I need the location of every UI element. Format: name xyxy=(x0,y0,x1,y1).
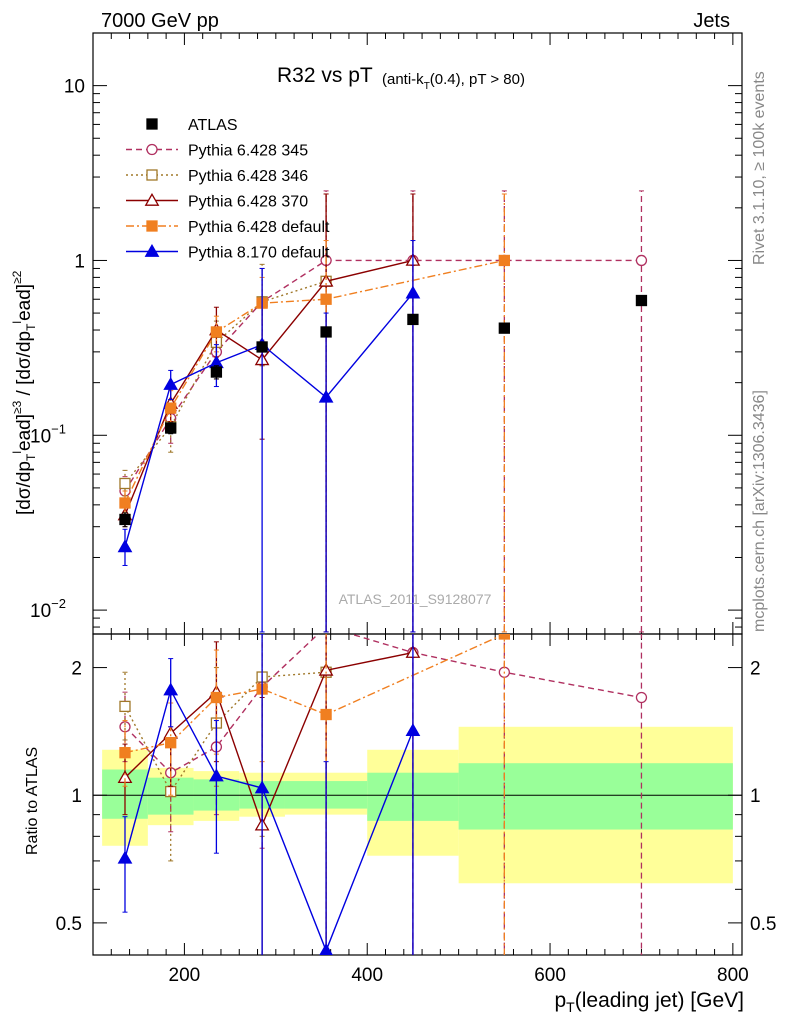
main-data-point xyxy=(119,477,131,490)
ratio-uncertainty-bands xyxy=(102,726,733,884)
legend-marker xyxy=(146,118,158,130)
main-data-point xyxy=(635,254,648,267)
ratio-series-line xyxy=(124,671,327,793)
y-tick-label-main: 10 xyxy=(64,77,85,98)
main-data-point xyxy=(165,422,177,434)
y-tick-label-ratio: 2 xyxy=(71,659,82,680)
header-left: 7000 GeV pp xyxy=(101,10,219,32)
legend-label: Pythia 8.170 default xyxy=(188,245,330,262)
y-tick-label-main: 10−1 xyxy=(30,421,66,447)
ratio-data-point xyxy=(119,747,131,759)
ratio-data-point xyxy=(165,737,177,749)
ratio-data-point xyxy=(318,662,334,676)
ratio-series-pythia-8-170-default xyxy=(117,634,421,955)
title-main: R32 vs pT xyxy=(277,64,373,87)
y-tick-label-ratio: 0.5 xyxy=(56,914,82,935)
legend-marker xyxy=(144,243,160,257)
main-data-point xyxy=(405,285,421,299)
main-series-atlas xyxy=(119,294,648,528)
ratio-plot-frame: 200 400 600 800 0.5 0.5 1 1 2 2 xyxy=(56,633,776,986)
ratio-data-point xyxy=(319,943,333,955)
x-tick-label: 400 xyxy=(351,965,383,986)
y-tick-label-main: 1 xyxy=(74,251,85,272)
ratio-data-point xyxy=(117,850,133,864)
ratio-data-point xyxy=(210,691,223,704)
main-data-point xyxy=(320,326,332,338)
legend-label: Pythia 6.428 345 xyxy=(188,143,308,160)
side-label-mcplots: mcplots.cern.ch [arXiv:1306.3436] xyxy=(751,390,768,632)
stat-uncertainty-band xyxy=(458,763,733,830)
main-data-point xyxy=(210,326,223,338)
legend-label: Pythia 6.428 default xyxy=(188,219,330,236)
main-data-point xyxy=(318,273,334,287)
ratio-data-point xyxy=(119,700,131,713)
main-data-point xyxy=(119,513,131,526)
y-axis-label-main: [dσ/dpTlead]≥3 / [dσ/dpTlead]≥2 xyxy=(10,270,38,515)
ratio-data-point xyxy=(320,708,332,721)
side-label-rivet: Rivet 3.1.10, ≥ 100k events xyxy=(751,71,768,265)
ratio-plot-border xyxy=(92,633,743,956)
main-data-point xyxy=(117,539,133,553)
main-data-point xyxy=(165,402,177,414)
legend-marker xyxy=(146,220,158,232)
main-data-point xyxy=(407,313,419,326)
legend-label: ATLAS xyxy=(188,117,238,134)
ratio-data-point xyxy=(635,691,648,704)
ratio-data-point xyxy=(254,780,270,794)
main-data-point xyxy=(210,366,223,378)
main-data-point xyxy=(318,389,334,403)
main-series-line xyxy=(124,292,414,548)
ratio-data-point xyxy=(209,768,224,782)
watermark: ATLAS_2011_S9128077 xyxy=(339,591,492,607)
main-data-point xyxy=(119,497,131,509)
main-series-line xyxy=(124,259,414,516)
ratio-data-point xyxy=(405,723,421,736)
main-data-point xyxy=(320,293,332,305)
header-right: Jets xyxy=(693,10,730,32)
main-plot-frame: 10−2 10−1 1 10 xyxy=(30,32,743,635)
main-data-point xyxy=(256,341,268,353)
main-series-line xyxy=(124,259,505,504)
legend: ATLAS Pythia 6.428 345 Pythia 6.428 346 Pyt… xyxy=(126,117,330,262)
main-data-point xyxy=(498,322,510,334)
x-tick-label: 800 xyxy=(717,965,749,986)
ratio-data-point xyxy=(498,634,510,640)
main-data-point xyxy=(635,294,648,307)
legend-marker xyxy=(146,143,158,156)
y-tick-label-ratio: 1 xyxy=(71,786,82,807)
x-tick-label: 600 xyxy=(534,965,566,986)
legend-marker xyxy=(146,169,158,181)
ratio-series-line xyxy=(124,688,414,953)
ratio-series-line xyxy=(124,651,414,828)
y-tick-label-ratio-right: 0.5 xyxy=(750,914,776,935)
main-data-point xyxy=(498,254,510,267)
y-tick-label-main: 10−2 xyxy=(30,596,66,622)
title-sub: (anti-kT(0.4), pT > 80) xyxy=(382,71,525,92)
x-axis-label: pT(leading jet) [GeV] xyxy=(554,989,744,1015)
x-tick-label: 200 xyxy=(169,965,201,986)
y-axis-label-ratio: Ratio to ATLAS xyxy=(24,747,41,855)
y-tick-label-ratio-right: 1 xyxy=(750,786,761,807)
main-series-line xyxy=(124,280,327,484)
main-series-line xyxy=(124,259,642,492)
y-tick-label-ratio-right: 2 xyxy=(750,659,761,680)
legend-marker xyxy=(144,192,160,206)
main-plot-series xyxy=(117,190,648,633)
ratio-plot-series xyxy=(117,634,648,955)
main-data-point xyxy=(163,377,179,390)
ratio-series-line xyxy=(124,634,642,774)
legend-label: Pythia 6.428 346 xyxy=(188,168,308,185)
legend-label: Pythia 6.428 370 xyxy=(188,194,308,211)
ratio-data-point xyxy=(163,682,179,696)
ratio-series-line xyxy=(124,634,505,754)
